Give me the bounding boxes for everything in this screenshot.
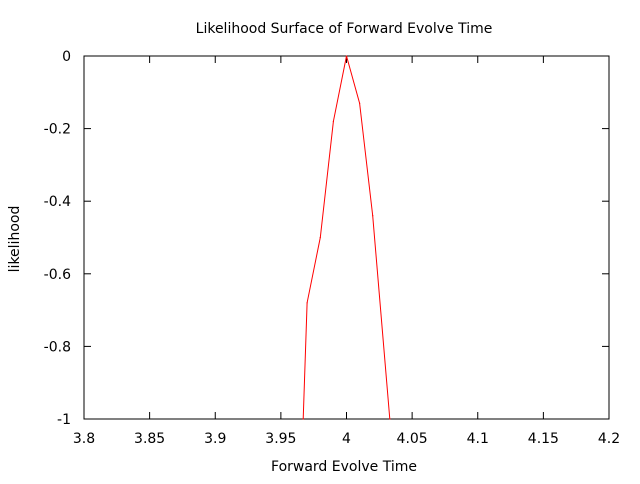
x-tick-label: 4.05 (397, 431, 428, 447)
y-axis-label: likelihood (7, 206, 23, 273)
series-point (345, 55, 348, 57)
series-point (332, 120, 334, 122)
y-tick-label: -0.4 (44, 194, 71, 210)
y-tick-label: -0.2 (44, 122, 71, 138)
y-tick-label: -1 (57, 412, 71, 428)
series-point (306, 302, 308, 304)
x-tick-label: 3.85 (134, 431, 165, 447)
chart-title: Likelihood Surface of Forward Evolve Tim… (196, 21, 493, 37)
x-tick-label: 3.95 (265, 431, 296, 447)
x-tick-label: 4.15 (528, 431, 559, 447)
x-tick-label: 4 (342, 431, 351, 447)
y-tick-label: 0 (62, 49, 71, 65)
x-tick-label: 4.2 (598, 431, 620, 447)
x-tick-label: 3.9 (204, 431, 226, 447)
series-point (389, 418, 391, 420)
x-tick-label: 3.8 (73, 431, 95, 447)
y-tick-label: -0.8 (44, 339, 71, 355)
x-tick-label: 4.1 (467, 431, 489, 447)
series-point (359, 102, 361, 104)
plot-frame (83, 55, 610, 420)
series-point (319, 236, 321, 239)
series-point (302, 418, 304, 420)
x-axis-label: Forward Evolve Time (271, 459, 417, 475)
series-line (302, 55, 391, 420)
y-tick-label: -0.6 (44, 267, 71, 283)
series-point (372, 215, 374, 217)
